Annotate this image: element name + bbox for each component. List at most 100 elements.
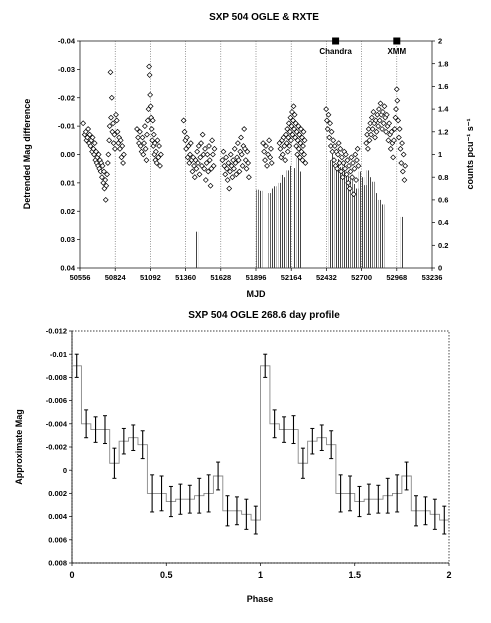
ogle-point	[181, 128, 188, 135]
ogle-point	[350, 191, 357, 198]
profile-step-line	[72, 365, 449, 521]
rxte-bar	[369, 177, 372, 268]
ogle-point	[379, 109, 386, 115]
bottom-x-ticks: 0 0.5 1 1.5 2	[69, 563, 452, 580]
ogle-point	[139, 134, 146, 141]
ogle-point	[364, 131, 371, 138]
ogle-point	[383, 111, 390, 118]
ogle-point	[291, 126, 297, 132]
ogle-point	[223, 165, 230, 172]
ogle-point	[391, 137, 397, 144]
rxte-bar	[299, 171, 302, 268]
ogle-point	[288, 137, 294, 144]
ogle-point	[338, 168, 345, 175]
y-tick-label: -0.012	[46, 327, 67, 336]
ogle-point	[224, 177, 231, 183]
y2-tick-label: 0.4	[438, 218, 449, 227]
ogle-point	[91, 140, 98, 147]
top-y-axis-label: Detrended Mag difference	[22, 99, 32, 210]
ogle-point	[390, 154, 397, 161]
rxte-bar	[282, 177, 286, 268]
ogle-point	[108, 94, 115, 101]
ogle-point	[206, 157, 213, 164]
rxte-bar	[350, 178, 353, 268]
ogle-point	[141, 123, 148, 130]
ogle-point	[85, 126, 92, 132]
y-tick-label: -0.004	[46, 419, 68, 428]
x-tick-label: 50556	[70, 273, 91, 282]
ogle-point	[349, 174, 356, 181]
ogle-point	[393, 106, 399, 112]
ogle-point	[143, 157, 150, 164]
ogle-point	[283, 140, 290, 147]
ogle-point	[299, 134, 305, 141]
ogle-point	[156, 143, 162, 149]
ogle-point	[367, 120, 374, 127]
ogle-point	[244, 148, 251, 155]
y-tick-label: 0.00	[60, 150, 75, 159]
ogle-point	[368, 131, 374, 138]
ogle-point	[379, 126, 385, 132]
ogle-point	[198, 140, 204, 147]
rxte-bar	[342, 163, 346, 268]
ogle-point	[246, 174, 252, 181]
ogle-point	[207, 182, 214, 189]
ogle-point	[264, 162, 270, 169]
rxte-bar	[331, 152, 334, 268]
y2-tick-label: 2	[438, 37, 442, 46]
y-tick-label: -0.008	[46, 373, 67, 382]
ogle-point	[187, 151, 193, 158]
ogle-point	[401, 177, 408, 183]
x-tick-label: 52968	[386, 273, 407, 282]
y-tick-label: -0.002	[46, 443, 67, 452]
ogle-point	[381, 103, 388, 110]
y-tick-label: -0.01	[58, 122, 75, 131]
ogle-point	[287, 114, 294, 121]
ogle-point	[137, 143, 144, 149]
ogle-point	[399, 140, 405, 147]
ogle-point	[206, 143, 212, 149]
ogle-point	[110, 140, 117, 147]
rxte-bar	[278, 182, 282, 268]
ogle-point	[202, 145, 208, 152]
ogle-point	[380, 120, 387, 127]
ogle-point	[199, 131, 206, 138]
ogle-point	[286, 128, 293, 135]
ogle-point	[191, 174, 198, 181]
ogle-point	[89, 134, 96, 141]
ogle-point	[229, 174, 236, 181]
ogle-point	[335, 140, 342, 147]
ogle-point	[387, 145, 394, 152]
top-x-axis-label: MJD	[246, 289, 266, 299]
ogle-point	[95, 151, 102, 158]
y2-tick-label: 1.2	[438, 127, 448, 136]
top-y2-axis-label: counts pcu⁻¹ s⁻¹	[465, 118, 475, 189]
bottom-chart-title: SXP 504 OGLE 268.6 day profile	[188, 310, 340, 321]
ogle-point	[209, 137, 216, 144]
ogle-point	[325, 111, 332, 118]
rxte-bar	[289, 165, 292, 268]
ogle-point	[346, 162, 352, 169]
ogle-point	[153, 148, 159, 155]
ogle-point	[195, 160, 201, 166]
y-tick-label: 0.01	[60, 178, 75, 187]
ogle-point	[142, 145, 149, 152]
rxte-bar	[355, 188, 359, 268]
ogle-point	[222, 171, 229, 178]
ogle-point	[234, 140, 241, 147]
outburst-lines	[114, 41, 398, 268]
bottom-x-axis-label: Phase	[247, 594, 274, 604]
ogle-point	[301, 137, 308, 144]
ogle-point	[99, 174, 105, 181]
ogle-point	[286, 143, 293, 149]
ogle-point	[331, 143, 338, 149]
ogle-point	[355, 162, 362, 169]
ogle-point	[210, 162, 217, 169]
x-tick-label: 0	[69, 570, 74, 580]
observation-annotations: Chandra XMM	[319, 37, 406, 56]
y-tick-label: -0.006	[46, 396, 67, 405]
ogle-point	[369, 126, 376, 132]
ogle-point	[233, 171, 240, 178]
rxte-bar	[271, 188, 274, 268]
ogle-point	[285, 120, 292, 127]
